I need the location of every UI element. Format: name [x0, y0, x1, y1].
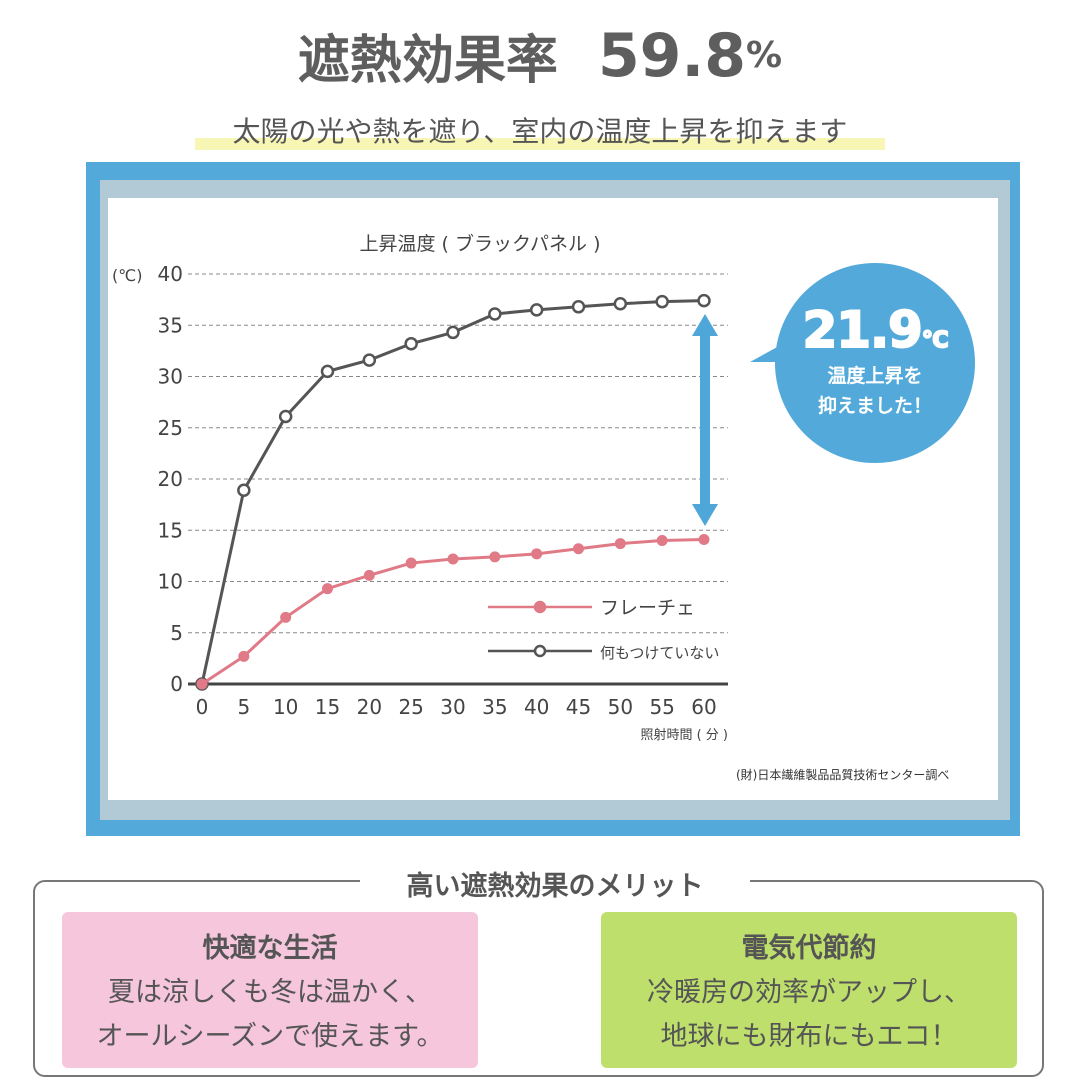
- merit-card-comfort: 快適な生活 夏は涼しくも冬は温かく、 オールシーズンで使えます。: [62, 912, 478, 1068]
- data-point: [656, 535, 668, 546]
- y-tick-label: 35: [158, 313, 183, 337]
- data-point: [697, 293, 711, 308]
- data-point: [196, 678, 208, 690]
- data-point: [613, 296, 628, 311]
- data-point: [404, 336, 418, 351]
- chart-title: 上昇温度 ( ブラックパネル ): [360, 232, 601, 255]
- y-axis-label: (℃): [112, 266, 142, 285]
- data-point: [573, 543, 584, 555]
- x-tick-label: 15: [315, 695, 340, 719]
- x-tick-label: 20: [357, 695, 382, 719]
- data-point: [278, 409, 293, 424]
- data-point: [280, 611, 292, 623]
- y-tick-label: 5: [170, 621, 183, 645]
- callout-value: 21.9℃: [801, 300, 949, 360]
- y-tick-label: 15: [158, 518, 183, 542]
- card-heading: 快適な生活: [202, 933, 338, 964]
- x-tick-label: 40: [524, 695, 549, 719]
- data-point: [571, 300, 586, 314]
- data-point: [531, 548, 543, 560]
- title-text: 遮熱効果率: [297, 31, 558, 91]
- data-point: [405, 557, 417, 569]
- merits-title: 高い遮熱効果のメリット: [360, 864, 750, 903]
- data-point: [362, 353, 377, 367]
- subtitle: 太陽の光や熱を遮り、室内の温度上昇を抑えます: [195, 110, 885, 150]
- card-line: 夏は涼しくも冬は温かく、: [108, 977, 432, 1008]
- arrow-down-icon: [692, 504, 718, 526]
- page-title: 遮熱効果率 59.8%: [0, 18, 1080, 93]
- x-tick-label: 30: [440, 695, 465, 719]
- callout-line2: 抑えました！: [817, 395, 932, 417]
- card-line: 地球にも財布にもエコ！: [660, 1021, 958, 1052]
- difference-arrow-shaft: [700, 336, 710, 504]
- rate-value: 59.8: [597, 20, 746, 91]
- legend-marker: [533, 600, 547, 614]
- x-tick-label: 55: [649, 695, 674, 719]
- data-point: [529, 303, 544, 317]
- legend-marker: [533, 644, 547, 658]
- card-line: オールシーズンで使えます。: [96, 1021, 444, 1052]
- data-point: [322, 583, 333, 595]
- data-point: [237, 483, 251, 498]
- data-point: [488, 307, 502, 321]
- rate-unit: %: [745, 35, 783, 76]
- y-tick-label: 20: [158, 467, 183, 491]
- x-tick-label: 45: [566, 695, 591, 719]
- y-tick-label: 30: [158, 365, 183, 389]
- y-tick-label: 25: [158, 416, 183, 440]
- x-tick-label: 0: [196, 695, 209, 719]
- data-point: [320, 364, 335, 379]
- y-tick-label: 40: [158, 262, 183, 286]
- x-axis-label: 照射時間 ( 分 ): [640, 727, 728, 743]
- data-point: [238, 650, 250, 662]
- legend-label: フレーチェ: [600, 597, 695, 619]
- x-tick-label: 10: [273, 695, 298, 719]
- callout-bubble: 21.9℃ 温度上昇を 抑えました！: [775, 263, 975, 463]
- source-note: (財)日本繊維製品品質技術センター調べ: [736, 768, 950, 782]
- legend-label: 何もつけていない: [600, 644, 719, 662]
- data-point: [363, 569, 375, 581]
- data-point: [614, 538, 626, 550]
- data-point: [698, 533, 710, 545]
- data-point: [655, 294, 669, 309]
- data-point: [447, 553, 459, 565]
- callout-line1: 温度上昇を: [827, 365, 923, 387]
- data-point: [446, 325, 460, 340]
- x-tick-label: 50: [608, 695, 633, 719]
- y-tick-label: 10: [158, 570, 183, 594]
- x-tick-label: 60: [691, 695, 716, 719]
- card-heading: 電気代節約: [741, 933, 877, 964]
- x-tick-label: 25: [398, 695, 423, 719]
- x-tick-label: 35: [482, 695, 507, 719]
- data-point: [489, 551, 501, 563]
- card-line: 冷暖房の効率がアップし、: [647, 977, 971, 1008]
- arrow-up-icon: [692, 314, 718, 336]
- y-tick-label: 0: [170, 672, 183, 696]
- x-tick-label: 5: [237, 695, 250, 719]
- merit-card-savings: 電気代節約 冷暖房の効率がアップし、 地球にも財布にもエコ！: [601, 912, 1017, 1068]
